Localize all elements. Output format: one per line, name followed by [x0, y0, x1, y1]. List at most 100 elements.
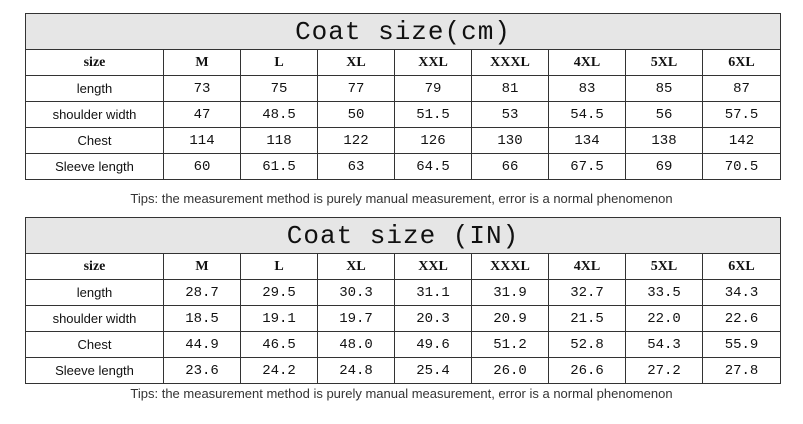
cell: 20.3: [394, 305, 472, 332]
cell: 138: [625, 127, 703, 154]
cell: 24.2: [240, 357, 318, 384]
header-cell: 6XL: [702, 253, 781, 280]
cell: 51.2: [471, 331, 549, 358]
data-row: shoulder width 47 48.5 50 51.5 53 54.5 56 57.5: [25, 101, 781, 128]
data-row: Chest 44.9 46.5 48.0 49.6 51.2 52.8 54.3 55.9: [25, 331, 781, 358]
cell: 54.3: [625, 331, 703, 358]
cell: 47: [163, 101, 241, 128]
cell: 25.4: [394, 357, 472, 384]
data-row: length 28.7 29.5 30.3 31.1 31.9 32.7 33.5 34.3: [25, 279, 781, 306]
cell: 29.5: [240, 279, 318, 306]
title-row: Coat size (IN): [25, 217, 781, 254]
header-cell: XXXL: [471, 49, 549, 76]
row-label: Chest: [25, 331, 164, 358]
header-cell: XXXL: [471, 253, 549, 280]
cell: 33.5: [625, 279, 703, 306]
size-table: Coat size (IN) size M L XL XXL XXXL 4XL 5XL 6XL le…: [25, 217, 781, 384]
size-table: Coat size(cm) size M L XL XXL XXXL 4XL 5XL 6XL len…: [25, 13, 781, 180]
cell: 22.6: [702, 305, 781, 332]
cell: 114: [163, 127, 241, 154]
cell: 26.6: [548, 357, 626, 384]
cell: 52.8: [548, 331, 626, 358]
cell: 130: [471, 127, 549, 154]
row-label: shoulder width: [25, 305, 164, 332]
cell: 34.3: [702, 279, 781, 306]
header-cell: XXL: [394, 253, 472, 280]
header-cell: M: [163, 49, 241, 76]
cell: 81: [471, 75, 549, 102]
cell: 75: [240, 75, 318, 102]
header-cell: 6XL: [702, 49, 781, 76]
row-label: shoulder width: [25, 101, 164, 128]
cell: 48.5: [240, 101, 318, 128]
table-title: Coat size(cm): [25, 13, 781, 50]
cell: 67.5: [548, 153, 626, 180]
tips: Tips: the measurement method is purely m…: [130, 191, 673, 206]
header-cell: 4XL: [548, 49, 626, 76]
cell: 30.3: [317, 279, 395, 306]
cell: 32.7: [548, 279, 626, 306]
data-row: Chest 114 118 122 126 130 134 138 142: [25, 127, 781, 154]
cell: 49.6: [394, 331, 472, 358]
row-label: Sleeve length: [25, 357, 164, 384]
cell: 61.5: [240, 153, 318, 180]
cell: 70.5: [702, 153, 781, 180]
header-row: size M L XL XXL XXXL 4XL 5XL 6XL: [25, 49, 781, 76]
cell: 53: [471, 101, 549, 128]
header-cell: size: [25, 253, 164, 280]
header-cell: XL: [317, 253, 395, 280]
cell: 57.5: [702, 101, 781, 128]
table-title: Coat size (IN): [25, 217, 781, 254]
cell: 27.2: [625, 357, 703, 384]
data-row: length 73 75 77 79 81 83 85 87: [25, 75, 781, 102]
cell: 27.8: [702, 357, 781, 384]
cell: 31.9: [471, 279, 549, 306]
header-cell: 4XL: [548, 253, 626, 280]
header-cell: XXL: [394, 49, 472, 76]
cell: 23.6: [163, 357, 241, 384]
cell: 66: [471, 153, 549, 180]
cell: 50: [317, 101, 395, 128]
cell: 134: [548, 127, 626, 154]
cell: 79: [394, 75, 472, 102]
cell: 22.0: [625, 305, 703, 332]
header-cell: M: [163, 253, 241, 280]
cell: 51.5: [394, 101, 472, 128]
cell: 56: [625, 101, 703, 128]
data-row: Sleeve length 60 61.5 63 64.5 66 67.5 69 70.5: [25, 153, 781, 180]
header-row: size M L XL XXL XXXL 4XL 5XL 6XL: [25, 253, 781, 280]
row-label: length: [25, 279, 164, 306]
cell: 77: [317, 75, 395, 102]
cell: 64.5: [394, 153, 472, 180]
header-cell: L: [240, 253, 318, 280]
header-cell: size: [25, 49, 164, 76]
header-cell: 5XL: [625, 253, 703, 280]
cell: 73: [163, 75, 241, 102]
header-cell: L: [240, 49, 318, 76]
cell: 142: [702, 127, 781, 154]
header-cell: 5XL: [625, 49, 703, 76]
cell: 21.5: [548, 305, 626, 332]
cell: 87: [702, 75, 781, 102]
row-label: length: [25, 75, 164, 102]
cell: 54.5: [548, 101, 626, 128]
row-label: Chest: [25, 127, 164, 154]
cell: 20.9: [471, 305, 549, 332]
cell: 63: [317, 153, 395, 180]
cell: 26.0: [471, 357, 549, 384]
cell: 118: [240, 127, 318, 154]
cell: 24.8: [317, 357, 395, 384]
cell: 31.1: [394, 279, 472, 306]
cell: 48.0: [317, 331, 395, 358]
tips: Tips: the measurement method is purely m…: [130, 386, 673, 401]
cell: 19.1: [240, 305, 318, 332]
cell: 19.7: [317, 305, 395, 332]
data-row: Sleeve length 23.6 24.2 24.8 25.4 26.0 26.6 27.…: [25, 357, 781, 384]
cell: 85: [625, 75, 703, 102]
cell: 126: [394, 127, 472, 154]
cell: 18.5: [163, 305, 241, 332]
cell: 122: [317, 127, 395, 154]
cell: 83: [548, 75, 626, 102]
cell: 28.7: [163, 279, 241, 306]
